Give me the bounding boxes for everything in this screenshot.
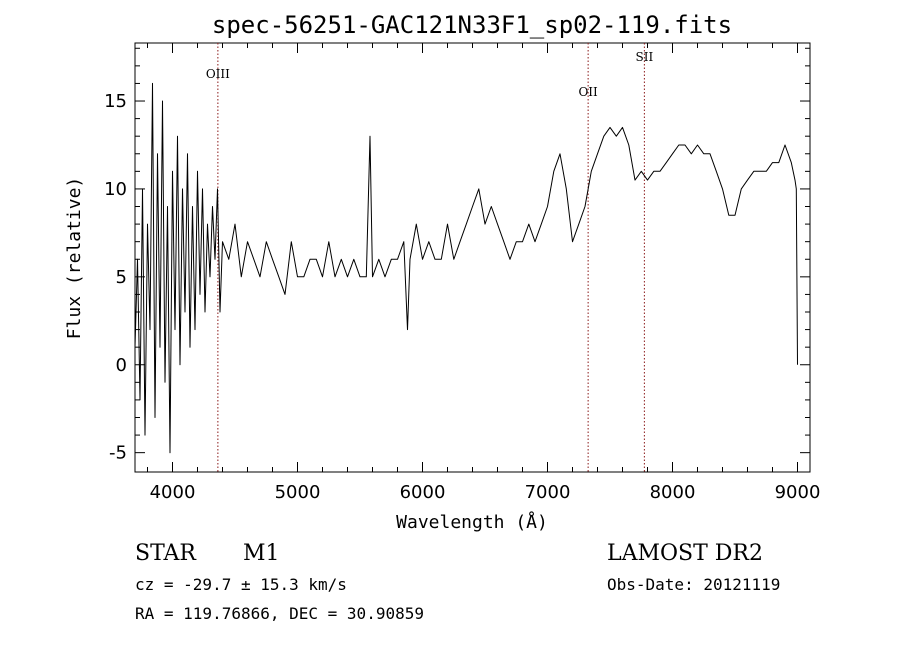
observation-date: Obs-Date: 20121119 — [607, 575, 780, 594]
y-axis-label: Flux (relative) — [64, 177, 85, 340]
y-tick-label: -5 — [109, 443, 127, 464]
y-tick-label: 0 — [116, 355, 127, 376]
plot-frame — [134, 42, 811, 473]
x-tick-label: 8000 — [650, 482, 696, 503]
spectrum-series — [134, 82, 798, 454]
line-label-oiii: OIII — [206, 67, 230, 81]
chart-title: spec-56251-GAC121N33F1_sp02-119.fits — [212, 11, 732, 39]
x-axis-label: Wavelength (Å) — [396, 511, 548, 533]
spectrum-line-0 — [134, 82, 798, 454]
y-tick-label: 5 — [116, 267, 127, 288]
x-tick-label: 6000 — [400, 482, 446, 503]
object-subclass: M1 — [243, 541, 280, 566]
velocity-readout: cz = -29.7 ± 15.3 km/s — [135, 575, 347, 594]
x-tick-label: 5000 — [275, 482, 321, 503]
line-label-oii: OII — [578, 85, 598, 99]
y-tick-label: 10 — [104, 179, 127, 200]
spectral-line-markers: OIII OII SII — [206, 43, 654, 472]
axis-ticks: 4000 5000 6000 7000 8000 9000 -5 0 5 10 15 — [104, 43, 820, 503]
x-tick-label: 9000 — [775, 482, 821, 503]
survey-name: LAMOST DR2 — [607, 541, 763, 566]
coordinates-readout: RA = 119.76866, DEC = 30.90859 — [135, 604, 424, 623]
x-tick-label: 4000 — [150, 482, 196, 503]
object-class: STAR — [135, 541, 197, 566]
y-tick-label: 15 — [104, 91, 127, 112]
x-tick-label: 7000 — [525, 482, 571, 503]
line-label-sii: SII — [636, 50, 654, 64]
